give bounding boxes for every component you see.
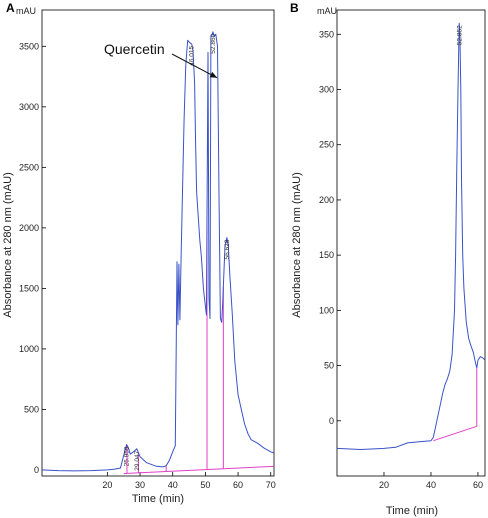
y-tick-label: 500	[24, 404, 39, 414]
quercetin-label: Quercetin	[104, 41, 165, 57]
panel-b-y-axis-title: Absorbance at 280 nm (mAU)	[291, 172, 303, 318]
x-tick-label: 40	[168, 480, 178, 490]
y-tick-label: 150	[319, 250, 334, 260]
y-tick-label: 0	[329, 416, 334, 426]
x-tick-label: 50	[200, 480, 210, 490]
x-tick-label: 20	[102, 480, 112, 490]
x-tick-label: 20	[379, 480, 389, 490]
panel-a-peak-labels: 25.959 29.047 46.015 52.860 56.628	[124, 33, 231, 470]
panel-b-baseline	[433, 425, 477, 442]
panel-b: B mAU Time (min) Absorbance at 280 nm (m…	[290, 1, 486, 517]
peak-retention-label: 56.628	[224, 239, 231, 259]
y-tick-label: 350	[319, 29, 334, 39]
y-tick-label: 0	[34, 465, 39, 475]
peak-retention-label: 46.015	[189, 46, 196, 66]
panel-a: A mAU Time (min) Absorbance at 280 nm (m…	[2, 1, 276, 505]
integration-baseline	[433, 425, 477, 442]
y-tick-label: 300	[319, 85, 334, 95]
x-tick-label: 30	[135, 480, 145, 490]
panel-a-baseline	[123, 465, 275, 475]
y-tick-label: 200	[319, 195, 334, 205]
panel-b-unit-label: mAU	[317, 6, 337, 16]
y-tick-label: 2000	[19, 223, 39, 233]
peak-retention-label: 52.860	[210, 33, 217, 53]
quercetin-arrowhead	[209, 71, 218, 78]
x-tick-label: 40	[426, 480, 436, 490]
chromatogram-line	[41, 31, 275, 472]
panel-b-frame	[336, 9, 486, 477]
panel-a-y-axis-title: Absorbance at 280 nm (mAU)	[2, 172, 14, 318]
panel-a-y-ticks: 0 500 1000 1500 2000 2500 3000 3500	[19, 41, 46, 475]
peak-retention-label: 29.047	[134, 450, 141, 470]
panel-b-peak-labels: 52.852	[457, 25, 464, 45]
x-tick-label: 70	[266, 480, 276, 490]
panel-a-trace	[41, 31, 275, 472]
integration-baseline	[123, 465, 275, 475]
peak-retention-label: 25.959	[124, 446, 131, 466]
y-tick-label: 100	[319, 305, 334, 315]
chromatogram-line	[336, 22, 486, 450]
y-tick-label: 1000	[19, 344, 39, 354]
panel-a-frame	[41, 9, 275, 477]
y-tick-label: 3000	[19, 102, 39, 112]
y-tick-label: 1500	[19, 283, 39, 293]
panel-a-x-ticks: 20 30 40 50 60 70	[102, 472, 276, 490]
panel-b-x-axis-title: Time (min)	[386, 505, 438, 517]
panel-b-trace	[336, 22, 486, 450]
quercetin-arrow	[171, 53, 218, 79]
x-tick-label: 60	[473, 480, 483, 490]
panel-b-y-ticks: 0 50 100 150 200 250 300 350	[319, 29, 341, 426]
panel-a-x-axis-title: Time (min)	[132, 493, 184, 505]
panel-a-annotation: Quercetin	[104, 41, 218, 79]
panel-b-letter: B	[290, 1, 299, 15]
panel-b-x-ticks: 20 40 60	[379, 472, 483, 490]
peak-retention-label: 52.852	[457, 25, 464, 45]
y-tick-label: 50	[324, 361, 334, 371]
y-tick-label: 2500	[19, 162, 39, 172]
y-tick-label: 3500	[19, 41, 39, 51]
panel-a-unit-label: mAU	[16, 6, 36, 16]
panel-a-letter: A	[6, 1, 15, 15]
y-tick-label: 250	[319, 140, 334, 150]
x-tick-label: 60	[233, 480, 243, 490]
